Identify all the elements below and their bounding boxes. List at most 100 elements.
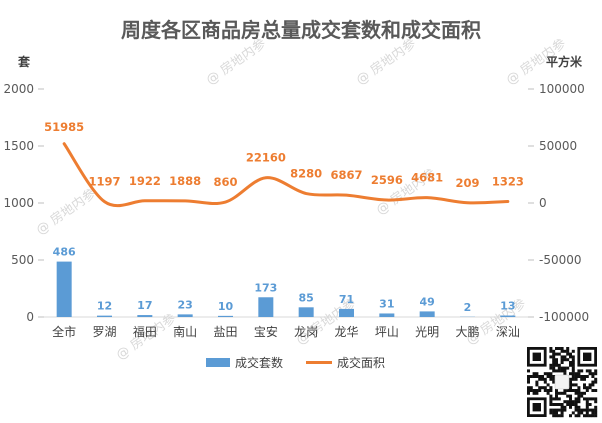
bar	[56, 261, 72, 317]
qr-module	[569, 389, 572, 392]
qr-module	[569, 372, 572, 376]
qr-module	[555, 411, 558, 415]
qr-module	[569, 397, 572, 401]
qr-module	[566, 349, 570, 353]
qr-module	[594, 377, 598, 381]
qr-finder-core	[532, 403, 541, 412]
qr-module	[552, 375, 556, 378]
qr-module	[569, 363, 572, 367]
qr-module	[569, 377, 572, 381]
qr-module	[591, 397, 595, 401]
right-tick-label: -50000	[539, 253, 582, 267]
qr-module	[543, 389, 547, 392]
line-value-label: 1323	[492, 174, 524, 188]
qr-module	[560, 369, 564, 373]
qr-module	[557, 414, 561, 418]
watermark-text: @ 房地内参	[203, 36, 269, 89]
qr-module	[552, 403, 556, 406]
qr-module	[569, 400, 572, 404]
right-tick-label: 0	[539, 196, 547, 210]
qr-module	[557, 397, 561, 401]
qr-module	[532, 389, 536, 392]
qr-module	[549, 400, 553, 404]
qr-module	[560, 355, 564, 359]
qr-module	[560, 411, 564, 415]
qr-module	[563, 389, 567, 392]
category-label: 深汕	[496, 325, 520, 339]
line-value-label: 6867	[330, 168, 362, 182]
qr-module	[543, 380, 547, 384]
qr-module	[555, 391, 558, 395]
qr-module	[555, 347, 558, 350]
qr-module	[594, 380, 598, 384]
qr-module	[555, 414, 558, 418]
qr-module	[583, 391, 586, 395]
qr-module	[585, 397, 589, 401]
bar	[137, 315, 153, 317]
qr-module	[594, 414, 598, 418]
qr-finder	[577, 346, 597, 367]
qr-module	[591, 383, 595, 387]
qr-module	[585, 408, 589, 412]
qr-module	[580, 377, 584, 381]
qr-module	[588, 414, 592, 418]
qr-module	[583, 383, 586, 387]
qr-module	[571, 369, 575, 373]
line-value-label: 22160	[246, 151, 286, 165]
qr-module	[580, 411, 584, 415]
qr-module	[594, 408, 598, 412]
qr-module	[552, 408, 556, 412]
legend-label-line: 成交面积	[337, 355, 385, 370]
right-tick-label: -100000	[539, 310, 589, 324]
category-label: 罗湖	[92, 324, 116, 339]
qr-module	[563, 349, 567, 353]
qr-module	[569, 355, 572, 359]
category-label: 光明	[415, 325, 439, 339]
qr-module	[563, 408, 567, 412]
qr-module	[571, 400, 575, 404]
qr-module	[585, 389, 589, 392]
qr-module	[555, 352, 558, 356]
qr-module	[563, 358, 567, 362]
qr-module	[546, 391, 550, 395]
left-tick-label: 2000	[3, 82, 34, 96]
qr-module	[549, 377, 553, 381]
qr-module	[560, 405, 564, 409]
qr-module	[569, 380, 572, 384]
qr-module	[555, 369, 558, 373]
qr-module	[552, 355, 556, 359]
qr-module	[571, 389, 575, 392]
qr-module	[571, 411, 575, 415]
bar	[379, 313, 395, 317]
qr-logo	[554, 374, 570, 390]
bar-value-label: 23	[178, 298, 193, 311]
qr-module	[571, 361, 575, 364]
bar-value-label: 85	[299, 291, 314, 304]
qr-module	[585, 403, 589, 406]
qr-module	[569, 386, 572, 390]
qr-module	[577, 386, 581, 390]
line-value-label: 4681	[411, 171, 443, 185]
qr-module	[577, 408, 581, 412]
qr-module	[591, 380, 595, 384]
qr-module	[535, 391, 539, 395]
qr-module	[543, 372, 547, 376]
qr-module	[594, 397, 598, 401]
qr-module	[563, 391, 567, 395]
qr-module	[529, 389, 533, 392]
qr-module	[585, 386, 589, 390]
qr-module	[574, 414, 578, 418]
qr-module	[541, 377, 544, 381]
qr-module	[594, 411, 598, 415]
qr-module	[566, 394, 570, 398]
qr-module	[549, 408, 553, 412]
qr-module	[552, 349, 556, 353]
qr-module	[555, 403, 558, 406]
legend: 成交套数 成交面积	[206, 355, 385, 370]
qr-module	[571, 377, 575, 381]
bar-value-label: 49	[420, 295, 435, 308]
qr-module	[527, 386, 530, 390]
category-label: 龙华	[334, 325, 358, 339]
line-value-label: 860	[213, 175, 237, 189]
qr-module	[563, 355, 567, 359]
